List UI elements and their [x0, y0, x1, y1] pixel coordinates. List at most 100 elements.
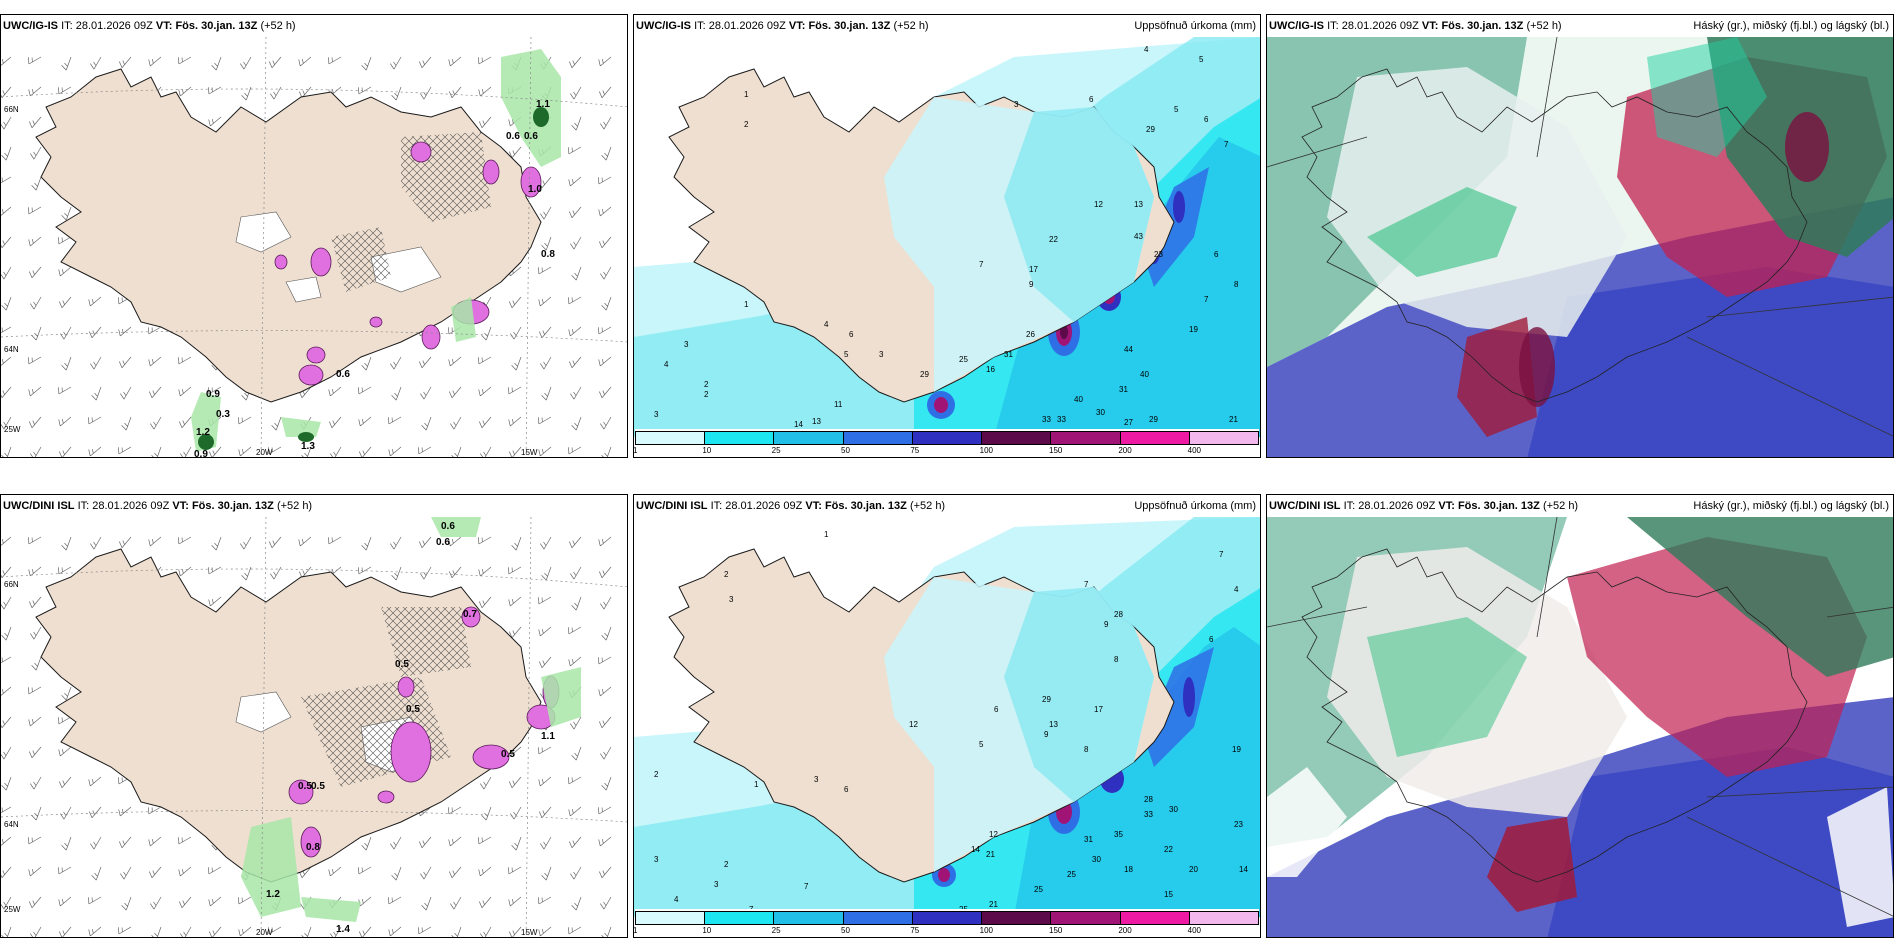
- wind-barb: [328, 56, 342, 65]
- wind-barb: [119, 356, 132, 368]
- wind-barb: [1, 356, 12, 367]
- svg-text:21: 21: [1229, 415, 1238, 424]
- wind-barb: [391, 86, 402, 101]
- wind-barb: [179, 416, 192, 428]
- wind-barb: [118, 806, 132, 817]
- wind-barb: [208, 386, 222, 395]
- wind-barb: [601, 776, 612, 791]
- wind-barb: [420, 386, 432, 400]
- colorbar-swatch: [705, 432, 775, 444]
- wind-barb: [478, 536, 492, 545]
- wind-barb: [29, 596, 42, 608]
- map-area: 66N 64N 20W 15W 25W 0.6 0.6 0.7 0.5 0.5 …: [1, 517, 627, 937]
- colorbar-swatch: [774, 432, 844, 444]
- svg-text:0.3: 0.3: [216, 409, 230, 420]
- wind-barb: [570, 566, 582, 580]
- svg-text:5: 5: [979, 740, 984, 749]
- wind-barb: [270, 86, 282, 100]
- wind-barb: [598, 326, 612, 335]
- wind-barb: [598, 536, 612, 547]
- wind-barb: [569, 356, 582, 368]
- wind-barb: [599, 566, 612, 578]
- svg-text:31: 31: [1004, 350, 1013, 359]
- wind-barb: [479, 416, 492, 428]
- svg-text:17: 17: [1094, 705, 1103, 714]
- svg-text:15: 15: [1164, 890, 1173, 899]
- svg-text:44: 44: [1124, 345, 1133, 354]
- svg-text:6: 6: [1204, 115, 1209, 124]
- wind-barb: [420, 566, 432, 580]
- colorbar-tick: 400: [1187, 446, 1202, 455]
- wind-barb: [148, 836, 162, 847]
- wind-barb: [568, 806, 582, 817]
- wind-barb: [450, 416, 462, 430]
- wind-barb: [88, 896, 102, 905]
- wind-barb: [598, 56, 612, 67]
- wind-barb: [481, 806, 492, 821]
- wind-barb: [1, 206, 12, 217]
- wind-barb: [449, 866, 462, 878]
- wind-barb: [271, 416, 282, 431]
- svg-text:3: 3: [654, 855, 659, 864]
- wind-barb: [1, 596, 12, 610]
- wind-barb: [178, 566, 192, 577]
- svg-text:3: 3: [814, 775, 819, 784]
- wind-barb: [1, 686, 12, 697]
- wind-barb: [151, 926, 162, 937]
- wind-barb: [538, 776, 552, 787]
- map-area: [1267, 37, 1893, 457]
- wind-barb: [211, 56, 222, 71]
- colorbar-swatch: [1051, 432, 1121, 444]
- wind-barb: [598, 806, 612, 815]
- wind-barb: [29, 416, 42, 428]
- svg-text:4: 4: [824, 320, 829, 329]
- colorbar-swatch: [982, 432, 1052, 444]
- wind-barb: [148, 356, 162, 367]
- wind-barb: [269, 536, 282, 548]
- wind-barb: [570, 866, 582, 880]
- wind-barb: [58, 416, 72, 427]
- cloud-map: [1267, 517, 1893, 937]
- wind-barb: [61, 836, 72, 851]
- wind-barb: [120, 866, 132, 880]
- wind-barb: [208, 566, 222, 575]
- wind-barb: [601, 626, 612, 641]
- wind-barb: [1, 896, 12, 910]
- wind-barb: [211, 536, 222, 551]
- wind-barb: [118, 926, 132, 935]
- colorbar-tick: 100: [979, 926, 994, 935]
- wind-barb: [541, 386, 552, 401]
- svg-text:28: 28: [1144, 795, 1153, 804]
- wind-barb: [149, 386, 162, 398]
- wind-barb: [58, 236, 72, 245]
- wind-barb: [1, 536, 12, 547]
- colorbar-swatch: [982, 912, 1052, 924]
- wind-barb: [571, 896, 582, 911]
- wind-barb: [28, 866, 42, 877]
- wind-barb: [541, 566, 552, 581]
- map-area: 3 2 2 4 1 2 3 4 6 3 5 11 14 13 25 29 16 …: [634, 37, 1260, 457]
- wind-barb: [88, 446, 102, 457]
- wind-barb: [88, 776, 102, 787]
- wind-barb: [90, 536, 102, 550]
- colorbar-tick: 150: [1049, 446, 1063, 455]
- wind-barb: [510, 326, 522, 340]
- wind-barb: [598, 356, 612, 367]
- wind-barb: [148, 806, 162, 815]
- wind-barb: [28, 56, 42, 65]
- svg-text:19: 19: [1232, 745, 1241, 754]
- colorbar-swatch: [843, 432, 913, 444]
- wind-barb: [539, 806, 552, 818]
- wind-barb: [178, 866, 192, 877]
- wind-barb: [208, 116, 222, 127]
- wind-barb: [58, 386, 72, 395]
- wind-barb: [388, 416, 402, 425]
- wind-barb: [451, 446, 462, 457]
- wind-barb: [419, 836, 432, 848]
- wind-barb: [571, 266, 582, 281]
- svg-text:6: 6: [1089, 95, 1094, 104]
- wind-barb: [328, 386, 342, 397]
- map-area: [1267, 517, 1893, 937]
- svg-text:25W: 25W: [4, 425, 21, 434]
- panel-header: UWC/DINI ISL IT: 28.01.2026 09Z VT: Fös.…: [636, 500, 1256, 512]
